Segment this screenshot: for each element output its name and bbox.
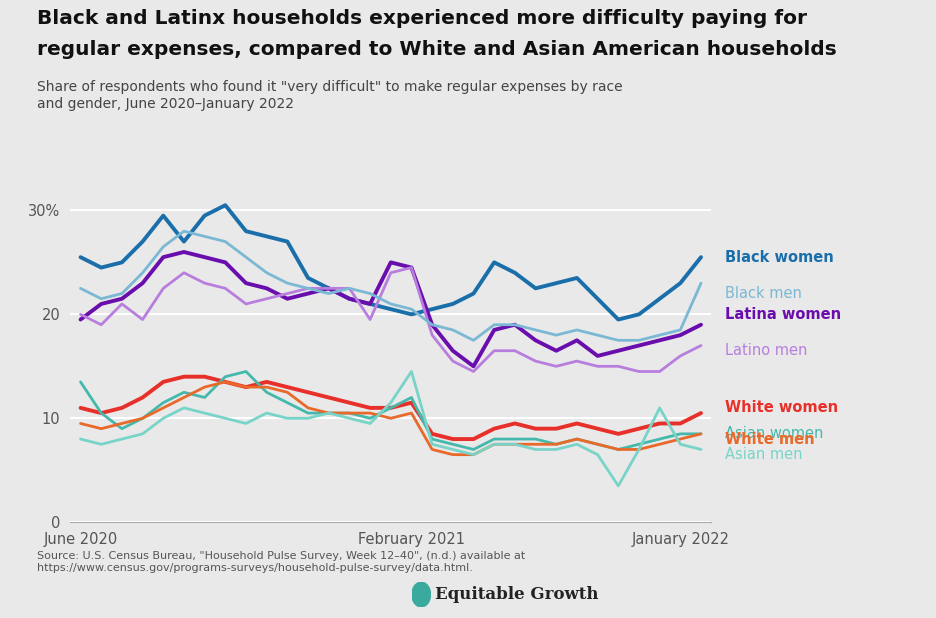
Text: Equitable Growth: Equitable Growth	[435, 586, 599, 603]
Text: Asian men: Asian men	[725, 447, 803, 462]
Text: regular expenses, compared to White and Asian American households: regular expenses, compared to White and …	[37, 40, 837, 59]
Text: White women: White women	[725, 400, 839, 415]
Text: Black men: Black men	[725, 286, 802, 301]
Text: Latina women: Latina women	[725, 307, 841, 322]
Text: Source: U.S. Census Bureau, "Household Pulse Survey, Week 12–40", (n.d.) availab: Source: U.S. Census Bureau, "Household P…	[37, 551, 526, 573]
Text: Share of respondents who found it "very difficult" to make regular expenses by r: Share of respondents who found it "very …	[37, 80, 623, 111]
Text: White men: White men	[725, 431, 815, 447]
Text: Latino men: Latino men	[725, 343, 808, 358]
Text: Black women: Black women	[725, 250, 834, 265]
Text: Black and Latinx households experienced more difficulty paying for: Black and Latinx households experienced …	[37, 9, 808, 28]
Text: Asian women: Asian women	[725, 426, 824, 441]
Circle shape	[412, 582, 431, 607]
